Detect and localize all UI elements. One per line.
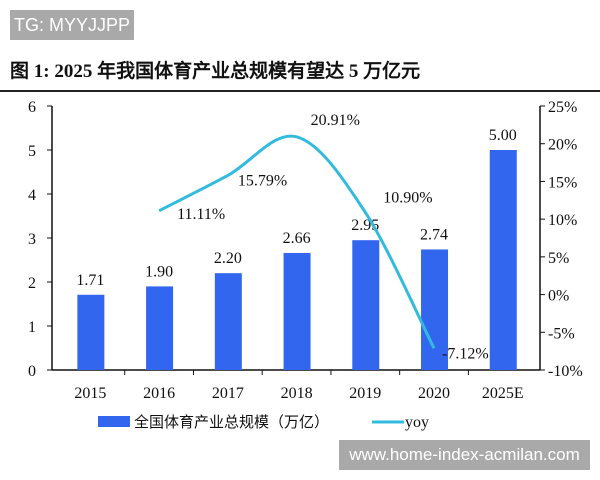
bar-label: 2.20 — [214, 250, 242, 267]
right-tick-label: 25% — [548, 99, 577, 116]
yoy-label: 10.90% — [383, 189, 432, 206]
x-tick-label: 2017 — [212, 385, 244, 402]
left-tick-label: 6 — [28, 99, 36, 116]
legend-bar-label: 全国体育产业总规模（万亿） — [134, 413, 329, 431]
left-tick-label: 1 — [28, 319, 36, 336]
bar-label: 1.90 — [145, 263, 173, 280]
x-tick-label: 2025E — [482, 385, 524, 402]
watermark-top: TG: MYYJJPP — [10, 10, 134, 40]
bar-2020 — [421, 249, 449, 370]
right-tick-label: 5% — [548, 250, 569, 267]
bar-2019 — [352, 240, 380, 370]
yoy-label: 15.79% — [238, 172, 287, 189]
left-tick-label: 2 — [28, 275, 36, 292]
yoy-label: 11.11% — [177, 206, 225, 223]
left-tick-label: 4 — [28, 187, 36, 204]
right-tick-label: 10% — [548, 212, 577, 229]
right-tick-label: 20% — [548, 137, 577, 154]
bar-2016 — [146, 286, 174, 370]
left-tick-label: 0 — [28, 363, 36, 380]
bar-label: 2.66 — [283, 230, 311, 247]
bar-2017 — [214, 273, 242, 370]
yoy-label: 20.91% — [311, 112, 360, 129]
bar-2018 — [283, 252, 311, 370]
x-tick-label: 2016 — [143, 385, 175, 402]
legend-bar-swatch — [98, 416, 130, 427]
watermark-bottom: www.home-index-acmilan.com — [339, 440, 590, 470]
x-tick-label: 2015 — [74, 385, 106, 402]
left-tick-label: 3 — [28, 231, 36, 248]
right-tick-label: -10% — [548, 363, 583, 380]
title-divider — [0, 90, 600, 92]
x-tick-label: 2018 — [281, 385, 313, 402]
right-tick-label: 0% — [548, 288, 569, 305]
chart-title: 图 1: 2025 年我国体育产业总规模有望达 5 万亿元 — [10, 61, 421, 82]
left-tick-label: 5 — [28, 143, 36, 160]
bar-label: 2.74 — [420, 226, 448, 243]
bar-2025E — [489, 150, 517, 370]
x-tick-label: 2020 — [418, 385, 450, 402]
right-tick-label: 15% — [548, 174, 577, 191]
bar-2015 — [77, 294, 105, 370]
x-tick-label: 2019 — [349, 385, 381, 402]
right-tick-label: -5% — [548, 325, 575, 342]
yoy-line — [158, 134, 436, 349]
yoy-label: -7.12% — [442, 345, 489, 362]
legend-line-label: yoy — [405, 414, 429, 431]
bar-label: 5.00 — [489, 127, 517, 144]
bar-label: 1.71 — [76, 272, 104, 289]
